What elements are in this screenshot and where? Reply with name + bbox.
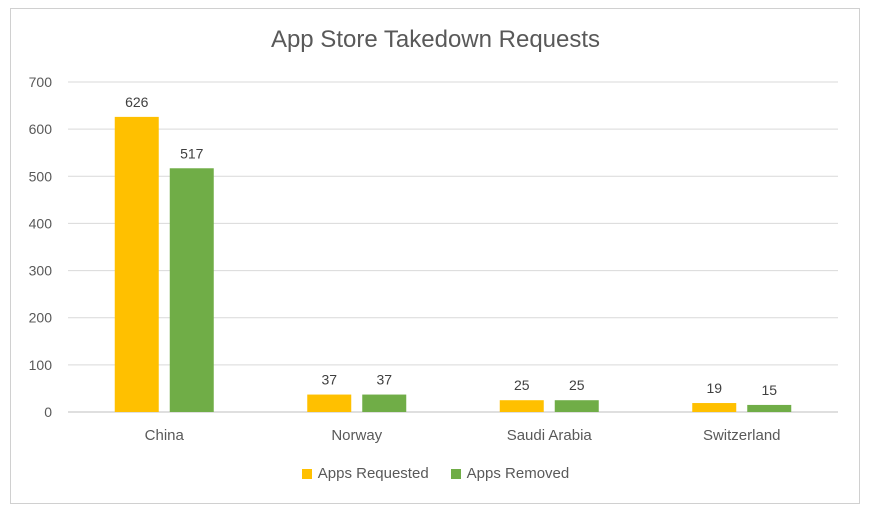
bar-requested (307, 394, 352, 412)
y-tick-label: 100 (29, 357, 53, 373)
data-label: 37 (321, 372, 337, 388)
data-label: 37 (376, 372, 392, 388)
x-tick-label: China (145, 427, 185, 444)
y-tick-label: 0 (44, 404, 52, 420)
data-label: 19 (706, 380, 722, 396)
legend: Apps Requested Apps Removed (0, 465, 871, 482)
data-label: 517 (180, 145, 204, 161)
bar-requested (499, 400, 544, 412)
data-label: 626 (125, 94, 149, 110)
y-tick-label: 500 (29, 168, 53, 184)
bar-removed (554, 400, 599, 412)
y-tick-label: 600 (29, 121, 53, 137)
legend-item-removed: Apps Removed (450, 465, 570, 482)
data-label: 15 (761, 382, 777, 398)
bar-removed (747, 404, 792, 412)
y-tick-label: 700 (29, 74, 53, 90)
x-tick-label: Switzerland (703, 427, 781, 444)
x-tick-label: Saudi Arabia (507, 427, 593, 444)
data-label: 25 (569, 377, 585, 393)
legend-label-removed: Apps Removed (466, 465, 570, 482)
y-tick-label: 300 (29, 263, 53, 279)
legend-swatch-requested (301, 468, 312, 479)
y-tick-label: 400 (29, 215, 53, 231)
bar-requested (114, 116, 159, 412)
x-tick-label: Norway (331, 427, 382, 444)
bar-removed (169, 168, 214, 412)
bar-requested (692, 403, 737, 412)
data-label: 25 (514, 377, 530, 393)
legend-item-requested: Apps Requested (301, 465, 429, 482)
legend-label-requested: Apps Requested (317, 465, 429, 482)
bar-removed (362, 394, 407, 412)
y-tick-label: 200 (29, 310, 53, 326)
legend-swatch-removed (450, 468, 461, 479)
chart-title: App Store Takedown Requests (270, 26, 601, 53)
